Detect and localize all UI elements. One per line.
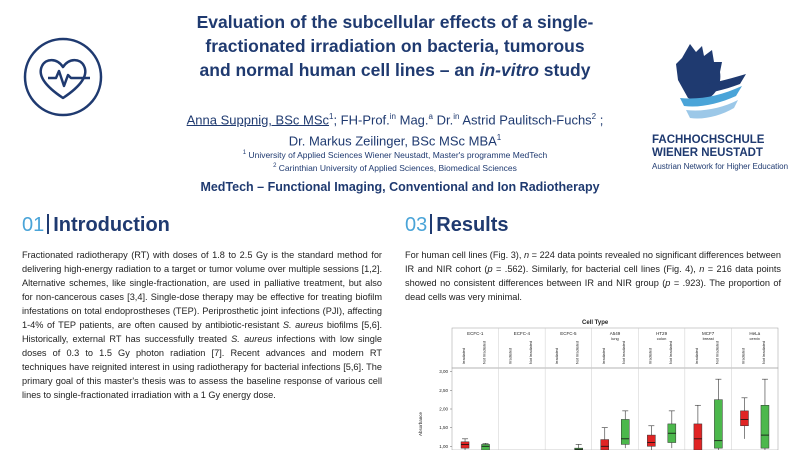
series-label: Irradiated: [462, 348, 466, 364]
y-tick-label: 1,00: [439, 444, 448, 449]
group-label: A549: [610, 331, 621, 336]
box: [481, 444, 490, 451]
y-tick-label: 1,50: [439, 425, 448, 430]
y-tick-label: 3,00: [439, 369, 448, 374]
box: [620, 419, 630, 445]
series-label: Irradiated: [602, 348, 606, 364]
group-sublabel: cervix: [749, 336, 759, 341]
series-label: Irradiated: [648, 348, 652, 364]
box: [693, 423, 703, 451]
cell-type-boxplot: Cell Type ECFC-1 Irradiated Not Irradiated E…: [412, 316, 782, 455]
results-text: For human cell lines (Fig. 3), n = 224 d…: [405, 250, 781, 302]
series-label: Not Irradiated: [529, 341, 533, 364]
chart-title: Cell Type: [582, 320, 609, 326]
chart-plot-frame: [451, 367, 779, 451]
series-label: Not Irradiated: [622, 341, 626, 364]
fh-name: FACHHOCHSCHULE WIENER NEUSTADT: [652, 134, 765, 159]
poster-title: Evaluation of the subcellular effects of…: [196, 12, 594, 80]
series-label: Not Irradiated: [669, 341, 673, 364]
heart-pulse-icon: [22, 36, 104, 123]
group-sublabel: colon: [657, 336, 667, 341]
y-axis-label: Absorbance: [418, 411, 423, 436]
series-label: Not Irradiated: [762, 341, 766, 364]
fh-logo: [650, 40, 790, 137]
series-label: Irradiated: [695, 348, 699, 364]
group-sublabel: lung: [611, 336, 619, 341]
box: [460, 441, 470, 449]
series-label: Not Irradiated: [483, 341, 487, 364]
box: [714, 399, 723, 449]
series-label: Not Irradiated: [715, 341, 719, 364]
box: [760, 405, 770, 449]
box: [647, 434, 656, 447]
group-label: ECFC-5: [560, 331, 577, 336]
intro-text: Fractionated radiotherapy (RT) with dose…: [22, 250, 383, 400]
group-sublabel: breast: [703, 336, 715, 341]
fh-tagline: Austrian Network for Higher Education: [652, 162, 789, 171]
series-label: Irradiated: [509, 348, 513, 364]
group-label: ECFC-4: [514, 331, 531, 336]
series-label: Irradiated: [555, 348, 559, 364]
results-heading: 03 Results: [405, 214, 509, 236]
box: [600, 439, 610, 451]
y-tick-label: 2,00: [439, 407, 448, 412]
group-label: MCF7: [702, 331, 715, 336]
series-label: Irradiated: [741, 348, 745, 364]
intro-heading: 01 Introduction: [22, 214, 170, 236]
box: [740, 410, 749, 427]
y-tick-label: 2,50: [439, 388, 448, 393]
series-label: Not Irradiated: [576, 341, 580, 364]
affiliations: 1 University of Applied Sciences Wiener …: [242, 149, 548, 173]
group-label: HT29: [656, 331, 668, 336]
group-label: HeLa: [749, 331, 760, 336]
programme-subtitle: MedTech – Functional Imaging, Convention…: [200, 180, 600, 194]
authors: Anna Suppnig, BSc MSc1; FH-Prof.in Mag.a…: [186, 112, 604, 149]
group-label: ECFC-1: [467, 331, 484, 336]
